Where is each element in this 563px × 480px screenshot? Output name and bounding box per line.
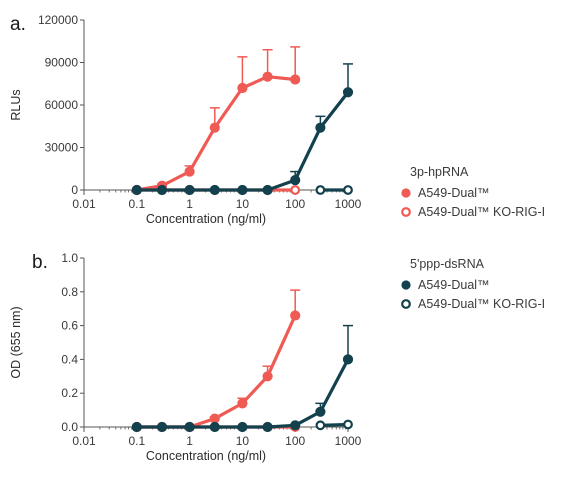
x-axis-label: Concentration (ng/ml) [146,449,266,463]
data-point [315,406,326,417]
data-point [342,354,354,365]
panel-label: b. [32,252,48,273]
y-axis-label: RLUs [9,89,23,120]
series-line [136,358,350,429]
data-point-open [343,419,353,430]
data-point [290,74,301,85]
x-tick-label: 100 [285,197,305,211]
legend-label: A549-Dual™ [418,278,490,292]
data-point [262,371,273,382]
legend-item: A549-Dual™ KO-RIG-I [401,297,545,311]
y-tick-label: 0.4 [61,352,78,366]
x-tick-label: 1000 [335,197,362,211]
legend-marker-open [401,207,411,217]
data-point [262,71,273,82]
y-tick-label: 0 [71,183,78,197]
panel-label: a. [10,14,26,35]
data-point [290,174,301,186]
x-tick-label: 0.01 [72,434,96,448]
data-point [184,166,195,177]
x-axis-label: Concentration (ng/ml) [146,212,266,226]
legend: 5'ppp-dsRNA A549-Dual™ A549-Dual™ KO-RIG-I [401,257,545,311]
series-1 [131,46,301,196]
legend-item: A549-Dual™ [401,278,490,292]
x-tick-label: 0.1 [128,434,145,448]
legend-item: A549-Dual™ KO-RIG-I [401,205,545,219]
legend-title: 5'ppp-dsRNA [410,257,485,271]
data-point [156,184,168,196]
y-tick-label: 120000 [38,13,78,27]
x-tick-label: 100 [285,434,305,448]
series-4 [315,419,353,431]
y-tick-label: 0.2 [61,386,78,400]
data-point [131,184,142,196]
y-tick-label: 60000 [45,98,79,112]
data-point [237,184,248,196]
data-point [156,421,168,433]
data-point-open [290,185,301,195]
x-tick-label: 0.01 [72,197,96,211]
data-point-open [315,420,326,431]
legend-marker-filled [401,188,411,198]
data-point [237,421,248,433]
series-3 [131,324,354,433]
data-point [209,122,220,133]
data-point-open [343,185,353,195]
data-point-open [315,185,326,195]
data-point [290,310,301,321]
legend-marker-filled [401,280,411,290]
series-line [136,314,297,429]
chart-panel-a: a. 0 30000 60000 90000 120000 0.01 0.1 1 10 100 100… [9,13,545,226]
legend-label: A549-Dual™ KO-RIG-I [418,205,545,219]
legend-title: 3p-hpRNA [410,165,469,179]
data-point [290,420,301,431]
y-tick-label: 0.6 [61,319,78,333]
series-1 [131,289,301,433]
y-tick-label: 1.0 [61,251,78,265]
x-tick-label: 1000 [335,434,362,448]
x-tick-label: 0.1 [128,197,145,211]
data-point [209,184,220,196]
data-point [131,421,142,433]
y-tick-label: 30000 [45,141,79,155]
y-tick-label: 0.0 [61,420,78,434]
data-point [342,87,354,98]
x-tick-label: 1 [186,434,193,448]
series-3 [131,63,354,196]
legend: 3p-hpRNA A549-Dual™ A549-Dual™ KO-RIG-I [401,165,545,219]
data-point [237,398,248,409]
data-point [237,82,248,94]
data-point [262,421,273,433]
x-tick-label: 1 [186,197,193,211]
chart-panel-b: b. 0.0 0.2 0.4 0.6 0.8 1.0 0.01 0.1 1 10 100 1000 Con… [9,251,545,463]
x-tick-label: 10 [236,434,250,448]
data-point [209,421,220,433]
legend-label: A549-Dual™ [418,186,490,200]
legend-label: A549-Dual™ KO-RIG-I [418,297,545,311]
legend-marker-open [401,299,411,309]
data-point [209,413,220,424]
x-tick-label: 10 [236,197,250,211]
y-tick-label: 0.8 [61,285,78,299]
y-tick-label: 90000 [45,56,79,70]
series-line [136,91,350,192]
series-line [136,75,296,192]
y-axis-label: OD (655 nm) [9,306,23,378]
data-point [184,421,195,433]
data-point [315,122,326,133]
data-point [262,184,273,196]
legend-item: A549-Dual™ [401,186,490,200]
data-point [184,184,195,196]
series-4 [315,185,353,195]
